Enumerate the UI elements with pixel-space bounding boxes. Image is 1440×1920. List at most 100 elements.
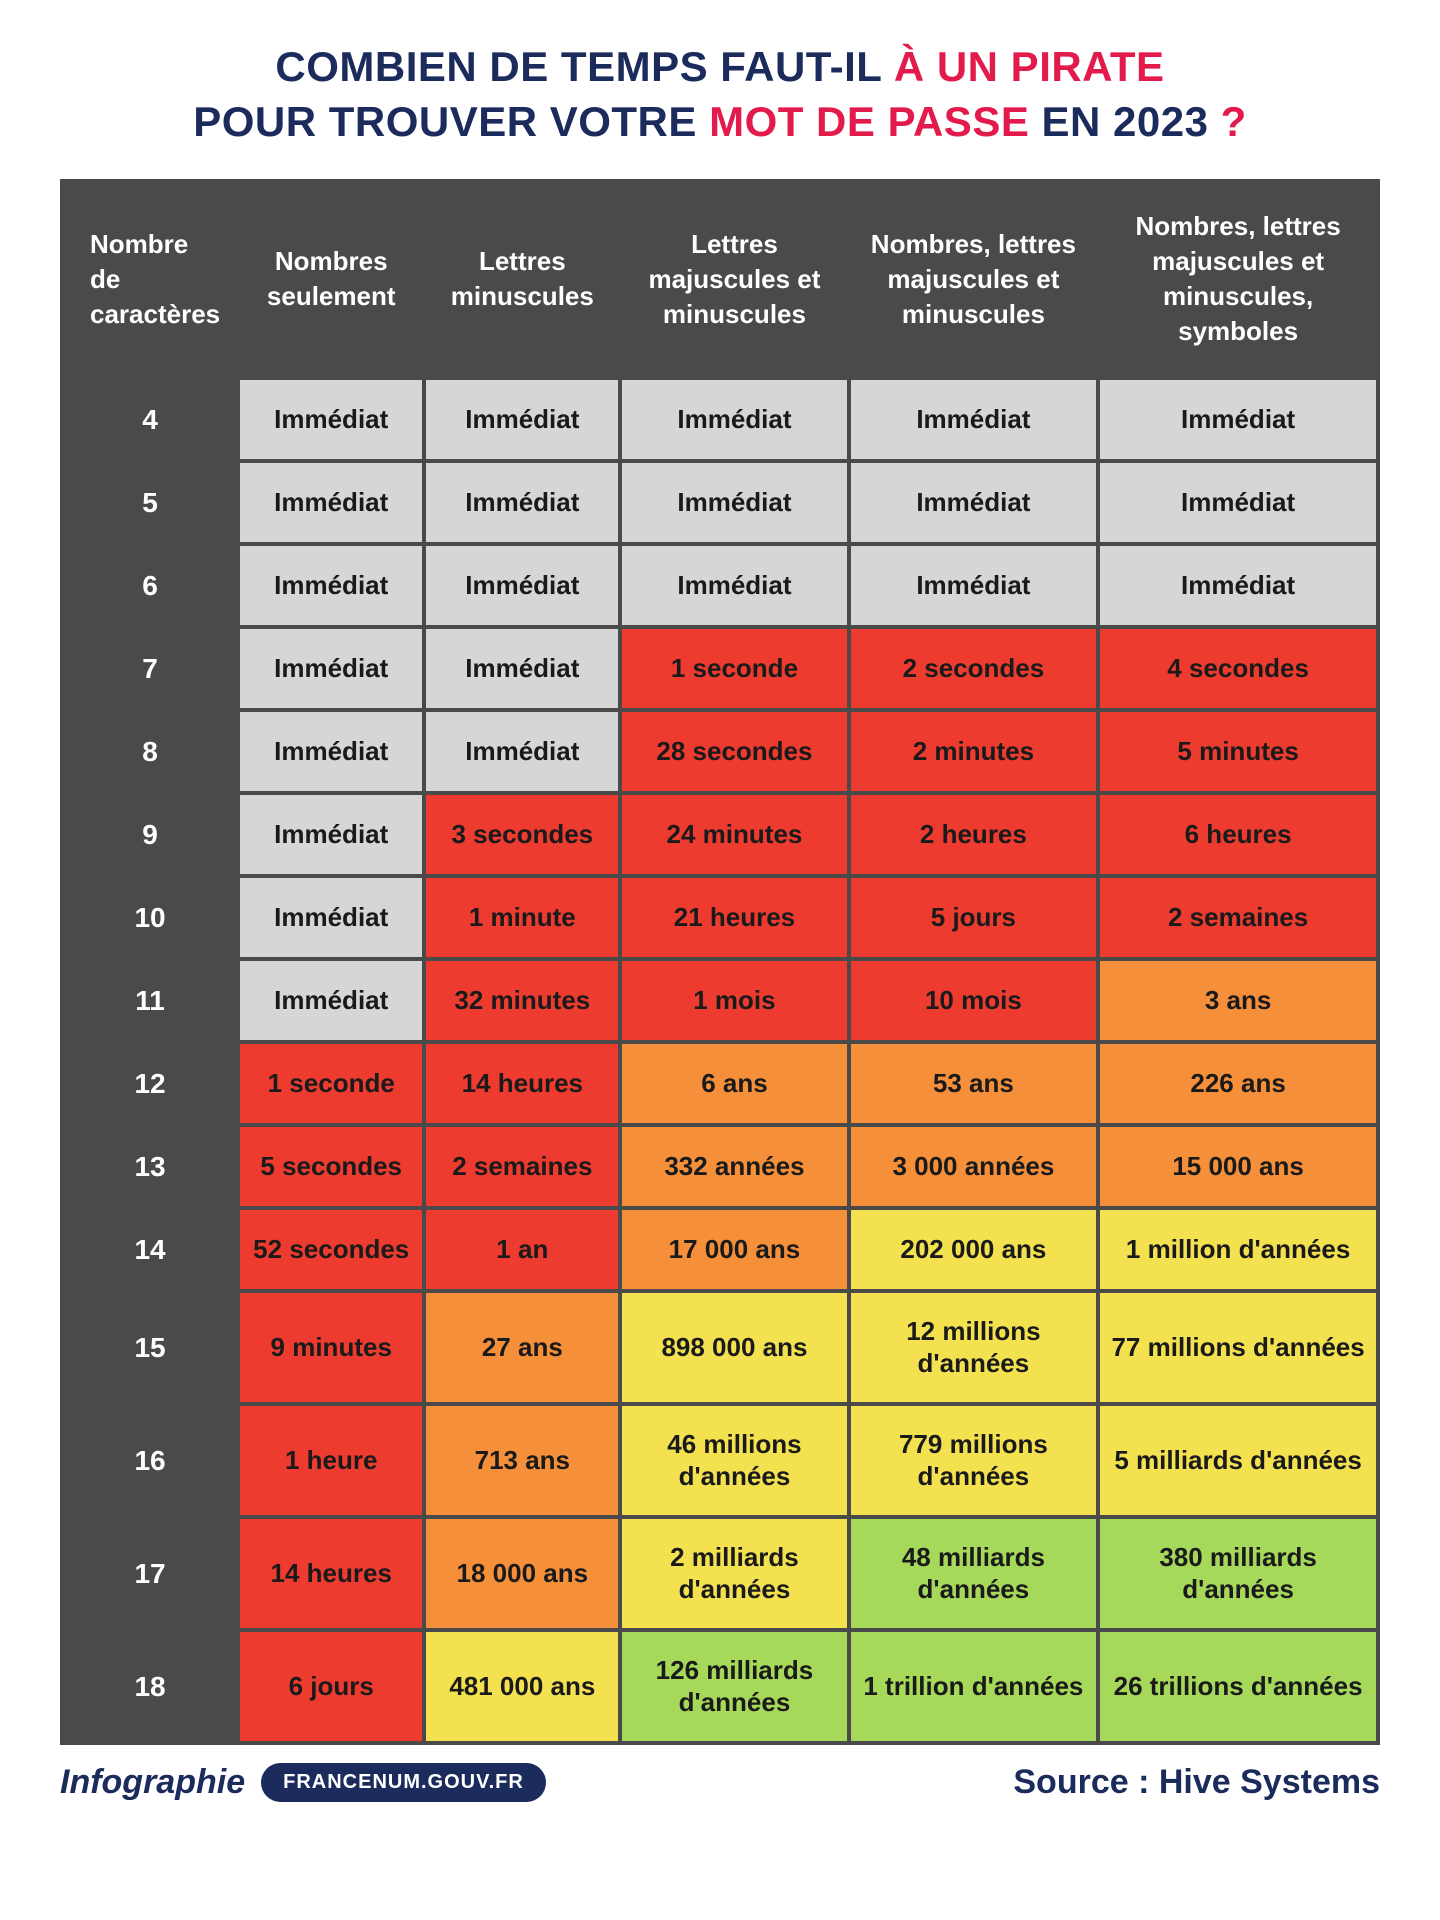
cell: Immédiat [622, 546, 846, 625]
table-row: 186 jours481 000 ans126 milliards d'anné… [64, 1632, 1376, 1741]
title-line2-pre: POUR TROUVER VOTRE [193, 98, 709, 145]
cell: 1 minute [426, 878, 618, 957]
cell: Immédiat [240, 380, 422, 459]
table-row: 5ImmédiatImmédiatImmédiatImmédiatImmédia… [64, 463, 1376, 542]
footer: Infographie FRANCENUM.GOUV.FR Source : H… [60, 1763, 1380, 1802]
cell: 481 000 ans [426, 1632, 618, 1741]
table-row: 1452 secondes1 an17 000 ans202 000 ans1 … [64, 1210, 1376, 1289]
cell: 6 heures [1100, 795, 1376, 874]
cell: 6 jours [240, 1632, 422, 1741]
table-body: 4ImmédiatImmédiatImmédiatImmédiatImmédia… [64, 380, 1376, 1741]
footer-label: Infographie [60, 1763, 245, 1802]
cell: 9 minutes [240, 1293, 422, 1402]
cell: Immédiat [1100, 546, 1376, 625]
cell: 2 milliards d'années [622, 1519, 846, 1628]
cell: 24 minutes [622, 795, 846, 874]
title-line1-pre: COMBIEN DE TEMPS FAUT-IL [275, 43, 893, 90]
cell: 779 millions d'années [851, 1406, 1097, 1515]
row-header: 14 [64, 1210, 236, 1289]
table-row: 4ImmédiatImmédiatImmédiatImmédiatImmédia… [64, 380, 1376, 459]
password-crack-table: Nombre de caractèresNombres seulementLet… [60, 179, 1380, 1744]
cell: Immédiat [622, 463, 846, 542]
cell: 2 semaines [1100, 878, 1376, 957]
cell: Immédiat [240, 795, 422, 874]
table-row: 10Immédiat1 minute21 heures5 jours2 sema… [64, 878, 1376, 957]
footer-source: Source : Hive Systems [1013, 1763, 1380, 1802]
row-header: 10 [64, 878, 236, 957]
title-line1-accent: À UN PIRATE [894, 43, 1165, 90]
cell: Immédiat [426, 629, 618, 708]
cell: 52 secondes [240, 1210, 422, 1289]
row-header: 11 [64, 961, 236, 1040]
cell: 380 milliards d'années [1100, 1519, 1376, 1628]
cell: 5 secondes [240, 1127, 422, 1206]
cell: 1 trillion d'années [851, 1632, 1097, 1741]
cell: Immédiat [240, 712, 422, 791]
cell: 12 millions d'années [851, 1293, 1097, 1402]
col-header-1: Nombres seulement [240, 183, 422, 375]
row-header: 8 [64, 712, 236, 791]
cell: 10 mois [851, 961, 1097, 1040]
cell: 6 ans [622, 1044, 846, 1123]
cell: 46 millions d'années [622, 1406, 846, 1515]
cell: Immédiat [851, 546, 1097, 625]
cell: Immédiat [240, 546, 422, 625]
table-row: 11Immédiat32 minutes1 mois10 mois3 ans [64, 961, 1376, 1040]
cell: 2 semaines [426, 1127, 618, 1206]
cell: Immédiat [240, 629, 422, 708]
table-row: 161 heure713 ans46 millions d'années779 … [64, 1406, 1376, 1515]
cell: 713 ans [426, 1406, 618, 1515]
row-header: 6 [64, 546, 236, 625]
cell: 17 000 ans [622, 1210, 846, 1289]
table-row: 121 seconde14 heures6 ans53 ans226 ans [64, 1044, 1376, 1123]
col-header-2: Lettres minuscules [426, 183, 618, 375]
cell: 21 heures [622, 878, 846, 957]
cell: 14 heures [426, 1044, 618, 1123]
cell: 15 000 ans [1100, 1127, 1376, 1206]
table-row: 9Immédiat3 secondes24 minutes2 heures6 h… [64, 795, 1376, 874]
row-header: 17 [64, 1519, 236, 1628]
cell: 1 heure [240, 1406, 422, 1515]
cell: 3 secondes [426, 795, 618, 874]
col-header-3: Lettres majuscules et minuscules [622, 183, 846, 375]
table-row: 1714 heures18 000 ans2 milliards d'année… [64, 1519, 1376, 1628]
cell: Immédiat [426, 380, 618, 459]
cell: 14 heures [240, 1519, 422, 1628]
cell: Immédiat [426, 463, 618, 542]
cell: 1 seconde [240, 1044, 422, 1123]
title-line2-q: ? [1221, 98, 1247, 145]
cell: Immédiat [240, 878, 422, 957]
cell: 48 milliards d'années [851, 1519, 1097, 1628]
cell: Immédiat [426, 712, 618, 791]
cell: 2 heures [851, 795, 1097, 874]
cell: 226 ans [1100, 1044, 1376, 1123]
cell: 26 trillions d'années [1100, 1632, 1376, 1741]
table-row: 159 minutes27 ans898 000 ans12 millions … [64, 1293, 1376, 1402]
col-header-4: Nombres, lettres majuscules et minuscule… [851, 183, 1097, 375]
cell: 3 000 années [851, 1127, 1097, 1206]
col-header-0: Nombre de caractères [64, 183, 236, 375]
cell: 202 000 ans [851, 1210, 1097, 1289]
cell: 53 ans [851, 1044, 1097, 1123]
cell: Immédiat [1100, 463, 1376, 542]
cell: 5 minutes [1100, 712, 1376, 791]
row-header: 5 [64, 463, 236, 542]
cell: Immédiat [240, 961, 422, 1040]
cell: 28 secondes [622, 712, 846, 791]
title-line2-accent: MOT DE PASSE [709, 98, 1029, 145]
cell: Immédiat [1100, 380, 1376, 459]
cell: Immédiat [240, 463, 422, 542]
cell: Immédiat [426, 546, 618, 625]
row-header: 13 [64, 1127, 236, 1206]
page-title: COMBIEN DE TEMPS FAUT-IL À UN PIRATE POU… [60, 40, 1380, 149]
row-header: 9 [64, 795, 236, 874]
cell: 898 000 ans [622, 1293, 846, 1402]
row-header: 12 [64, 1044, 236, 1123]
row-header: 18 [64, 1632, 236, 1741]
cell: 4 secondes [1100, 629, 1376, 708]
cell: 18 000 ans [426, 1519, 618, 1628]
cell: 1 million d'années [1100, 1210, 1376, 1289]
cell: 332 années [622, 1127, 846, 1206]
row-header: 15 [64, 1293, 236, 1402]
table-row: 6ImmédiatImmédiatImmédiatImmédiatImmédia… [64, 546, 1376, 625]
